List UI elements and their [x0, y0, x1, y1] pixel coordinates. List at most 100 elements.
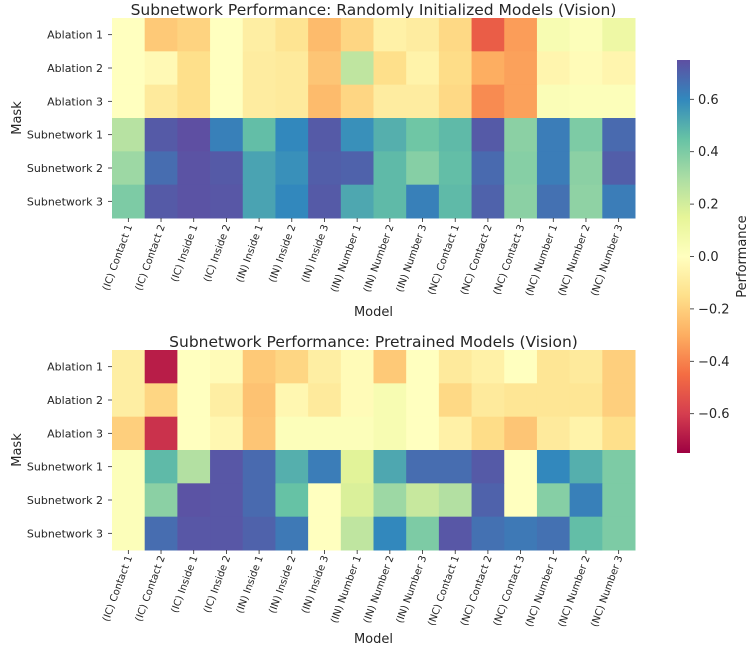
x-tick-label: (NC) Contact 2 — [459, 223, 495, 296]
heatmap-cell — [340, 383, 374, 418]
heatmap-cell — [373, 151, 407, 186]
x-tick-label: (NC) Number 2 — [557, 554, 593, 628]
heatmap-cell — [177, 184, 211, 219]
heatmap-cell — [602, 51, 636, 86]
heatmap-cell — [275, 84, 309, 119]
heatmap-cell — [275, 184, 309, 219]
heatmap-cell — [406, 483, 440, 518]
heatmap-cell — [275, 350, 309, 384]
y-axis-label: Mask — [10, 101, 25, 135]
heatmap-cell — [308, 516, 342, 551]
heatmap-cell — [536, 383, 571, 418]
heatmap-cell — [438, 416, 473, 451]
heatmap-cell — [177, 416, 211, 451]
heatmap-cell — [471, 483, 505, 518]
heatmap-cell — [112, 118, 146, 152]
heatmap-cell — [340, 51, 374, 86]
heatmap-cell — [569, 51, 603, 86]
heatmap-cell — [504, 350, 538, 384]
heatmap-cell — [569, 383, 603, 418]
heatmap-cell — [602, 516, 636, 551]
heatmap-cell — [340, 516, 374, 551]
heatmap-cell — [177, 483, 211, 518]
heatmap-cell — [308, 151, 342, 186]
heatmap-cell — [569, 416, 603, 451]
heatmap-cell — [373, 516, 407, 551]
heatmap-cell — [406, 184, 440, 219]
heatmap-cell — [471, 184, 505, 219]
heatmap-cell — [242, 450, 276, 484]
heatmap-cell — [340, 118, 374, 152]
heatmap-cell — [242, 184, 276, 219]
y-tick-label: Ablation 2 — [47, 394, 103, 407]
heatmap-cell — [373, 51, 407, 86]
heatmap-cell — [177, 350, 211, 384]
heatmap-cell — [210, 383, 244, 418]
heatmap-cell — [406, 84, 440, 119]
heatmap-cell — [210, 483, 244, 518]
chart-title: Subnetwork Performance: Randomly Initial… — [131, 1, 617, 19]
heatmap-cell — [373, 184, 407, 219]
y-tick-label: Subnetwork 2 — [27, 494, 103, 507]
heatmap-cell — [536, 516, 571, 551]
y-tick-label: Subnetwork 2 — [27, 162, 103, 175]
heatmap-cell — [602, 483, 636, 518]
heatmap-cell — [144, 184, 178, 219]
heatmap-cell — [308, 483, 342, 518]
x-tick-label: (IC) Inside 1 — [170, 554, 201, 614]
heatmap-cell — [569, 151, 603, 186]
x-tick-label: (IC) Contact 1 — [101, 554, 135, 623]
heatmap-cell — [144, 18, 178, 52]
heatmap-cell — [177, 118, 211, 152]
x-axis-label: Model — [354, 632, 393, 647]
heatmap-cell — [406, 151, 440, 186]
y-tick-label: Subnetwork 1 — [27, 129, 103, 142]
colorbar-bar — [677, 60, 690, 453]
heatmap-cell — [144, 51, 178, 86]
heatmap-cell — [373, 450, 407, 484]
heatmap-cell — [112, 350, 146, 384]
heatmap-cell — [406, 383, 440, 418]
heatmap-cell — [144, 118, 178, 152]
heatmap-cell — [144, 383, 178, 418]
heatmap-cell — [308, 450, 342, 484]
heatmap-cell — [471, 516, 505, 551]
heatmap-cell — [308, 84, 342, 119]
heatmap-cell — [242, 84, 276, 119]
heatmap-cell — [177, 383, 211, 418]
heatmap-cell — [340, 483, 374, 518]
colorbar-tick-label: 0.0 — [698, 250, 719, 265]
heatmap-cell — [275, 118, 309, 152]
heatmap-cell — [504, 84, 538, 119]
heatmap-cell — [373, 84, 407, 119]
heatmap-cell — [406, 450, 440, 484]
heatmap-cell — [504, 184, 538, 219]
heatmap-cell — [373, 483, 407, 518]
heatmap-cell — [242, 118, 276, 152]
heatmap-cell — [177, 450, 211, 484]
heatmap-cell — [438, 350, 473, 384]
chart-title: Subnetwork Performance: Pretrained Model… — [169, 333, 578, 351]
heatmap-cell — [536, 483, 571, 518]
heatmap-cell — [406, 51, 440, 86]
heatmap-cell — [471, 84, 505, 119]
x-tick-label: (IN) Number 3 — [395, 554, 430, 625]
heatmap-cell — [602, 151, 636, 186]
heatmap-cell — [144, 416, 178, 451]
heatmap-cell — [471, 151, 505, 186]
heatmap-cell — [438, 84, 473, 119]
heatmap-cell — [438, 483, 473, 518]
heatmap-cell — [373, 18, 407, 52]
heatmap-cell — [471, 416, 505, 451]
heatmap-cell — [504, 416, 538, 451]
heatmap-cell — [340, 450, 374, 484]
colorbar-label: Performance — [735, 215, 750, 297]
x-tick-label: (IN) Number 1 — [329, 223, 364, 294]
heatmap-cell — [210, 51, 244, 86]
heatmap-cell — [602, 416, 636, 451]
heatmap-cell — [504, 151, 538, 186]
y-tick-label: Subnetwork 3 — [27, 527, 103, 540]
heatmap-cell — [144, 151, 178, 186]
heatmap-cell — [536, 450, 571, 484]
